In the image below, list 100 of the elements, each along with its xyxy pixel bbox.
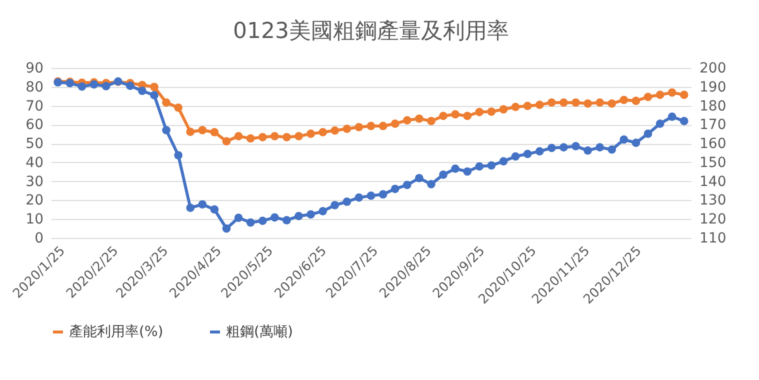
point: [427, 116, 436, 126]
point: [535, 147, 544, 156]
point: [620, 135, 628, 144]
y-tick-label: 70: [26, 98, 44, 114]
point: [560, 143, 568, 152]
point: [596, 98, 604, 107]
point: [608, 145, 616, 154]
point: [451, 110, 460, 118]
y-tick-label: 30: [26, 174, 44, 190]
point: [378, 190, 388, 199]
legend-label: 產能利用率(%): [69, 324, 164, 340]
point: [258, 216, 267, 225]
point: [439, 170, 448, 179]
point: [342, 198, 352, 206]
point: [246, 218, 255, 227]
point: [102, 82, 110, 90]
point: [330, 200, 340, 210]
point: [294, 212, 303, 220]
y2-tick-label: 150: [700, 154, 726, 171]
point: [150, 91, 158, 100]
point: [282, 216, 291, 224]
point: [210, 205, 219, 214]
y-tick-label: 60: [26, 117, 44, 134]
point: [414, 114, 424, 123]
point: [632, 138, 640, 147]
point: [330, 126, 340, 135]
point: [366, 192, 376, 200]
point: [390, 120, 400, 128]
y2-tick-label: 170: [700, 117, 726, 134]
point: [463, 112, 472, 120]
point: [451, 164, 460, 173]
point: [222, 224, 231, 233]
chart-title: 0123美國粗鋼產量及利用率: [233, 19, 509, 44]
legend-label: 粗鋼(萬噸): [226, 324, 293, 340]
point: [475, 162, 484, 171]
point: [294, 132, 303, 140]
point: [258, 132, 267, 142]
point: [270, 132, 279, 140]
point: [463, 167, 472, 176]
point: [523, 102, 532, 110]
y2-tick-label: 180: [700, 98, 726, 114]
point: [390, 184, 400, 194]
point: [475, 108, 484, 116]
point: [547, 144, 556, 152]
point: [547, 98, 556, 107]
point: [342, 124, 352, 133]
point: [174, 151, 182, 160]
point: [608, 99, 616, 108]
point: [584, 99, 592, 108]
y2-tick-label: 120: [700, 212, 726, 228]
point: [414, 174, 424, 182]
point: [378, 122, 388, 130]
point: [402, 180, 412, 190]
point: [318, 128, 328, 136]
point: [680, 90, 688, 99]
point: [656, 120, 664, 128]
point: [306, 130, 315, 138]
y2-tick-label: 190: [700, 79, 726, 96]
point: [162, 98, 170, 107]
point: [511, 102, 520, 112]
point: [318, 207, 328, 216]
y2-tick-label: 130: [700, 192, 726, 209]
point: [354, 122, 364, 132]
point: [427, 180, 436, 188]
point: [402, 116, 412, 124]
point: [234, 214, 243, 222]
y-tick-label: 90: [26, 60, 44, 76]
point: [246, 134, 255, 143]
point: [584, 146, 592, 155]
point: [222, 137, 231, 146]
point: [78, 82, 86, 91]
y2-tick-label: 140: [700, 174, 726, 190]
point: [632, 96, 640, 106]
point: [487, 107, 496, 116]
point: [138, 86, 146, 96]
point: [620, 96, 628, 104]
point: [366, 122, 376, 130]
point: [499, 105, 508, 114]
point: [439, 112, 448, 120]
y-tick-label: 80: [26, 79, 44, 96]
point: [126, 82, 134, 90]
y-tick-label: 50: [26, 136, 44, 152]
point: [198, 200, 207, 209]
point: [668, 112, 676, 121]
y-tick-label: 40: [26, 154, 44, 171]
y-tick-label: 20: [26, 192, 44, 209]
point: [644, 130, 652, 138]
point: [270, 213, 279, 222]
point: [644, 92, 652, 102]
point: [560, 98, 568, 107]
point: [150, 82, 158, 92]
point: [656, 90, 664, 99]
point: [198, 126, 207, 134]
point: [499, 157, 508, 166]
point: [234, 132, 243, 140]
point: [174, 103, 182, 112]
point: [596, 143, 604, 152]
point: [680, 116, 688, 126]
point: [523, 150, 532, 158]
y-tick-label: 10: [26, 212, 44, 228]
